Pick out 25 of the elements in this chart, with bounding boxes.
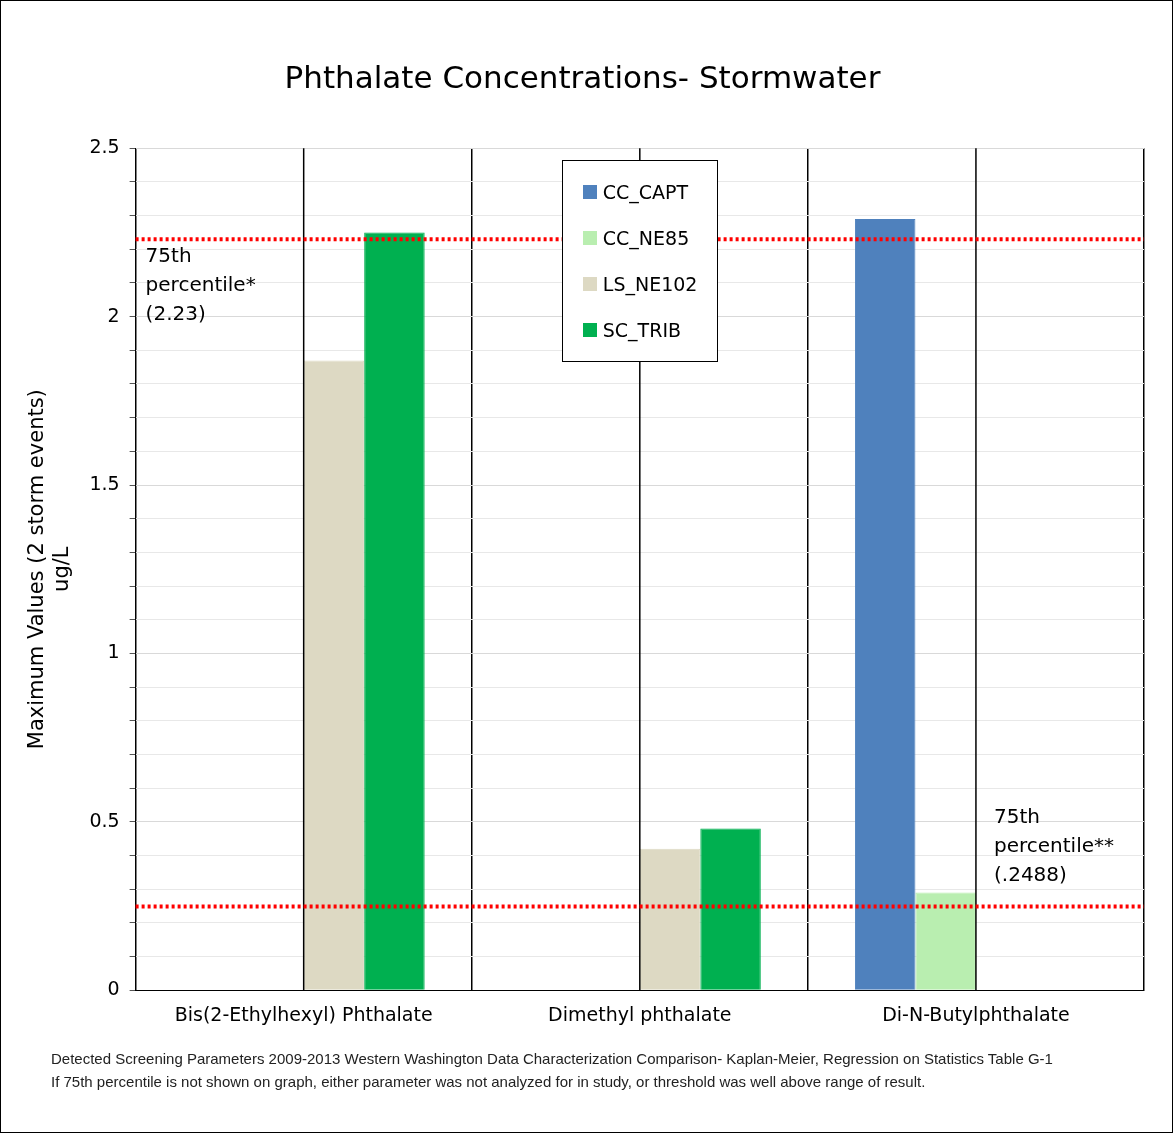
bar bbox=[915, 892, 976, 990]
text: If 75th percentile is not shown on graph, either parameter was not analyzed for in study, or threshold was well above range of result. bbox=[51, 1072, 927, 1092]
y-tick-label: 2 bbox=[107, 303, 120, 326]
y-axis-title: Maximum Values (2 storm events) ug/L bbox=[24, 389, 74, 750]
x-tick-label: Bis(2-Ethylhexyl) Phthalate bbox=[174, 1002, 433, 1025]
bar bbox=[639, 848, 701, 990]
legend-label: SC_TRIB bbox=[602, 319, 682, 342]
bar bbox=[854, 218, 916, 990]
y-tick-label: 0 bbox=[107, 977, 120, 1000]
ref-line-label: 75th percentile** (.2488) bbox=[994, 803, 1115, 886]
text: Detected Screening Parameters 2009-2013 Western Washington Data Characterization Comparison- Kaplan-Meier, Regression on Statistics Table G-1 bbox=[51, 1049, 1054, 1069]
ref-line-label: 75th percentile* (2.23) bbox=[145, 243, 256, 326]
x-tick-label: Dimethyl phthalate bbox=[548, 1002, 732, 1025]
legend-label: CC_CAPT bbox=[602, 181, 689, 204]
x-tick-label: Di-N-Butylphthalate bbox=[882, 1002, 1070, 1025]
legend-label: CC_NE85 bbox=[602, 227, 690, 250]
bar bbox=[303, 360, 365, 990]
legend-label: LS_NE102 bbox=[602, 273, 698, 296]
y-tick-label: 1.5 bbox=[89, 471, 120, 494]
y-tick-label: 0.5 bbox=[89, 808, 120, 831]
bar bbox=[700, 828, 761, 990]
y-tick-label: 1 bbox=[107, 640, 120, 663]
y-tick-label: 2.5 bbox=[89, 135, 120, 158]
bar bbox=[364, 232, 425, 990]
chart-title: Phthalate Concentrations- Stormwater bbox=[284, 58, 881, 95]
